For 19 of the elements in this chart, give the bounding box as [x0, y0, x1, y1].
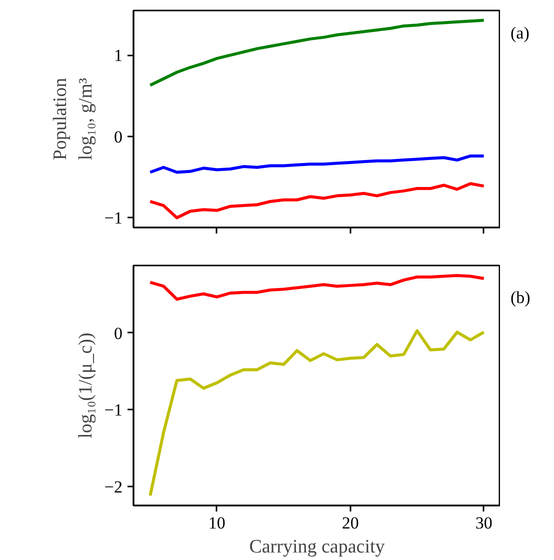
line-series: [148, 274, 486, 301]
y-tick-label: −1: [104, 400, 123, 420]
text: (a): [510, 23, 530, 42]
y-axis-title: Population log₁₀, g/m³: [50, 77, 96, 160]
x-tick-label: 20: [342, 514, 359, 532]
y-tick-label: −1: [104, 208, 123, 228]
text: (b): [510, 288, 530, 307]
y-tick-label: 0: [114, 127, 122, 146]
y-tick-label: 0: [114, 324, 122, 343]
line-series: [148, 182, 486, 220]
y-tick-label: −2: [104, 477, 123, 496]
line-series: [148, 329, 486, 498]
line-series: [148, 18, 486, 87]
y-axis-title: log₁₀(1/(μ_c)): [75, 332, 96, 438]
x-tick-label: 30: [475, 514, 492, 532]
x-axis-title: Carrying capacity: [249, 536, 386, 558]
y-tick-label: 1: [114, 46, 122, 66]
line-series: [148, 154, 486, 174]
x-tick-label: 10: [208, 514, 226, 532]
